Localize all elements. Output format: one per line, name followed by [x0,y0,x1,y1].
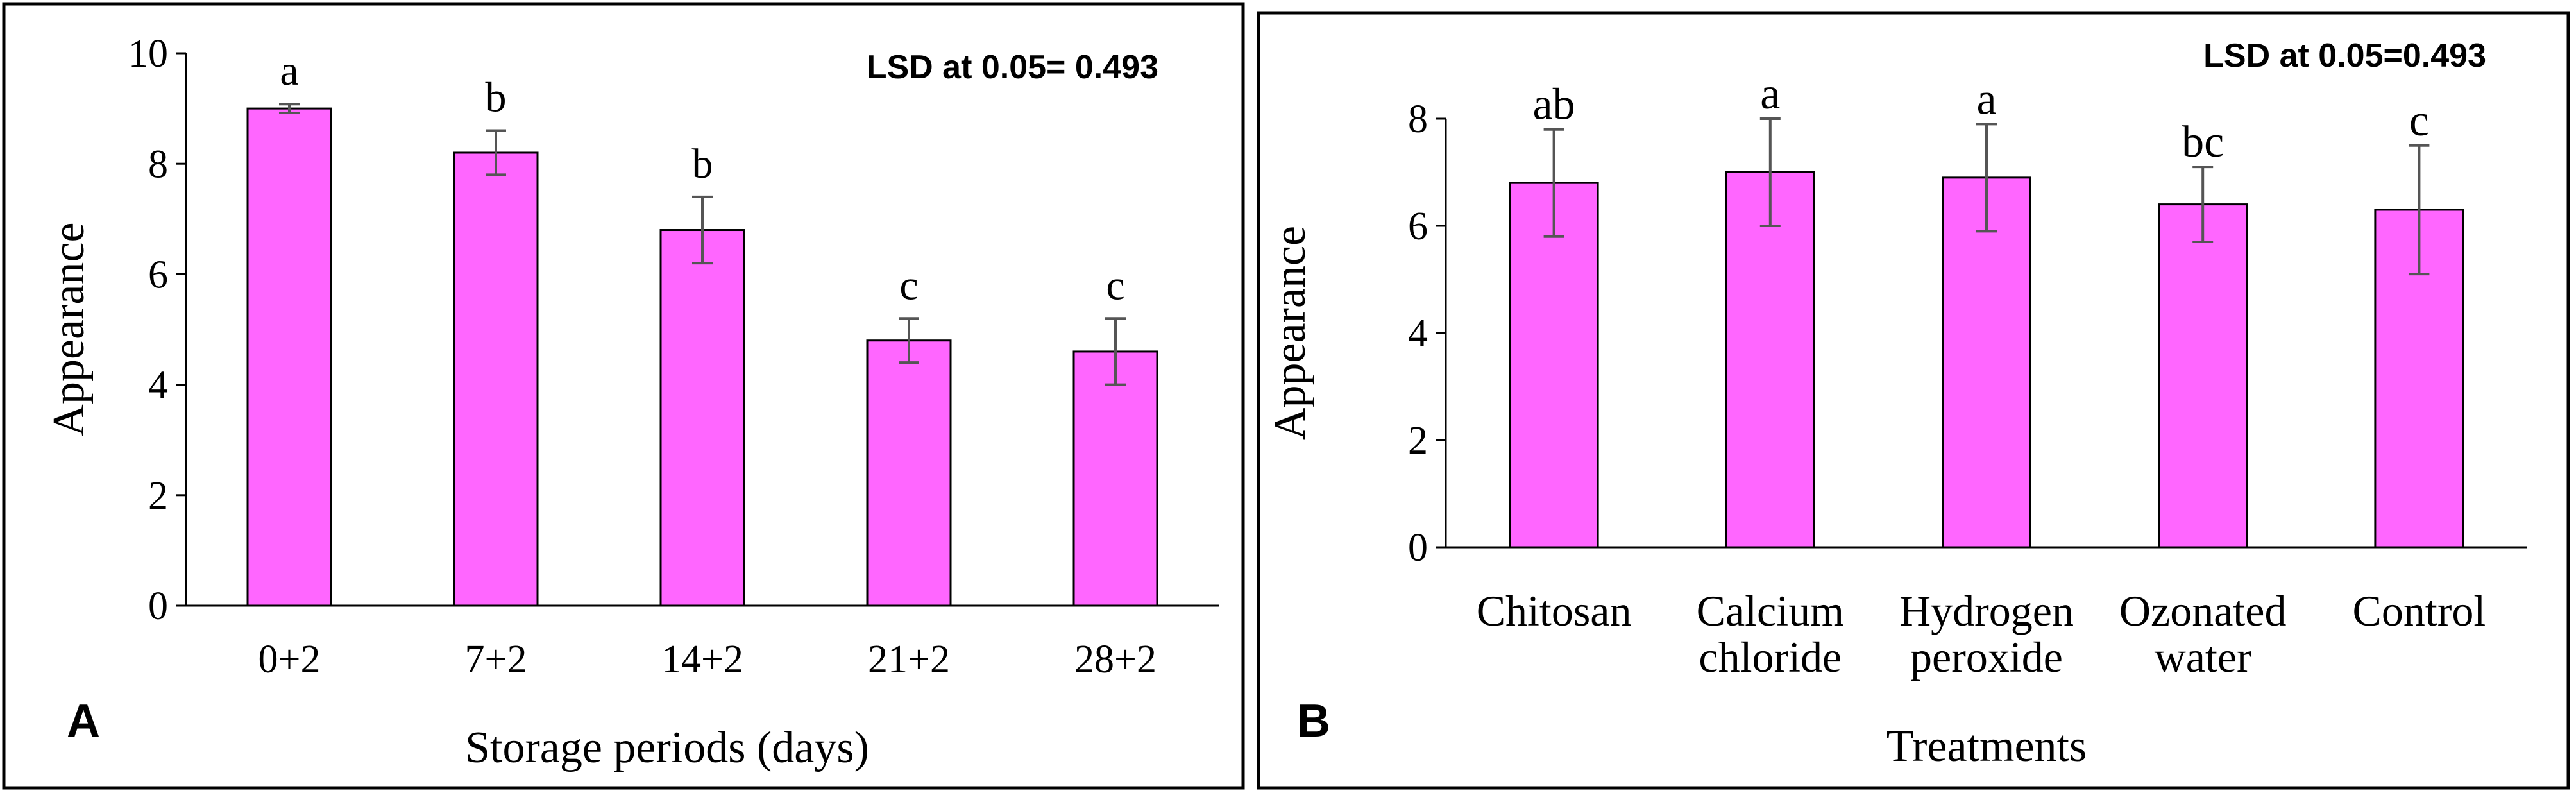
panel-a-x-tick-label: 0+2 [258,638,321,681]
panel-b-y-tick-label: 0 [1408,526,1428,570]
panel-a-x-tick-label: 14+2 [661,638,743,681]
panel-b-significance-letter: a [1976,74,1996,124]
panel-a-bar [659,229,745,607]
panel-b-y-axis-label: Appearance [1266,226,1315,440]
panel-b-x-axis-label: Treatments [1886,722,2087,771]
panel-b-x-tick-label: Calcium chloride [1697,586,1844,681]
panel-a-y-tick-label: 10 [128,32,168,76]
panel-b-significance-letter: c [2409,96,2429,146]
panel-a-y-tick-label: 8 [148,142,168,186]
panel-b-error-bar [2192,166,2214,244]
panel-a-error-bar [279,103,300,114]
panel-a-bar [1072,350,1158,607]
panel-b-error-bar [1976,123,1997,233]
panel-b-significance-letter: ab [1533,80,1575,130]
panel-a-x-axis-label: Storage periods (days) [465,723,869,772]
panel-b-x-tick-label: Control [2353,586,2486,635]
panel-a-x-tick-label: 21+2 [868,638,950,681]
panel-b-x-tick-label: Chitosan [1477,586,1632,635]
panel-a-bar [246,107,332,607]
panel-b-bar [1509,182,1599,549]
panel-b-lsd-annotation: LSD at 0.05=0.493 [2203,37,2486,74]
panel-a-significance-letter: b [486,74,507,121]
panel-a-y-axis-label: Appearance [44,222,94,436]
panel-a-error-bar [899,317,919,364]
panel-a-y-tick-label: 0 [148,584,168,628]
panel-b-label: B [1297,695,1330,747]
panel-a-x-tick-label: 28+2 [1074,638,1157,681]
panel-a-error-bar [486,129,506,176]
panel-a-significance-letter: c [1106,262,1124,309]
panel-b-bar [2158,203,2248,549]
panel-b: ab a a bc c 0 2 4 6 8 Chitosan Calcium chloride Hyd… [1257,11,2570,790]
panel-b-error-bar [2409,144,2430,276]
panel-a-y-tick-label: 6 [148,253,168,296]
panel-b-error-bar [1543,128,1564,238]
panel-b-y-tick-label: 2 [1408,419,1428,463]
panel-b-y-tick-label: 8 [1408,98,1428,141]
panel-a-bar [866,339,952,607]
panel-a-x-tick-label: 7+2 [465,638,527,681]
panel-a-significance-letter: a [280,47,298,94]
panel-b-bar [1942,176,2031,549]
panel-a-lsd-annotation: LSD at 0.05= 0.493 [867,49,1158,86]
panel-a-frame [2,2,1245,790]
panel-b-x-tick-label: Hydrogen peroxide [1899,586,2074,681]
panel-b-significance-letter: a [1760,69,1780,119]
panel-b-significance-letter: bc [2182,117,2224,167]
panel-b-y-tick-label: 6 [1408,205,1428,248]
panel-a-error-bar [1105,317,1126,386]
panel-b-x-tick-label: Ozonated water [2119,586,2287,681]
panel-a-y-tick-label: 2 [148,474,168,518]
panel-a-significance-letter: b [692,141,713,187]
panel-a-y-tick-label: 4 [148,364,168,407]
panel-b-frame [1257,11,2570,790]
panel-b-y-tick-label: 4 [1408,312,1428,355]
panel-b-bar [1725,171,1815,549]
panel-a-label: A [67,695,100,747]
panel-b-error-bar [1759,117,1781,227]
panel-a-significance-letter: c [899,262,918,309]
panel-a: a b b c c 0 2 4 6 8 10 0+2 7+2 14+2 21+2 28+2 Appeara… [2,2,1245,790]
panel-a-bar [453,151,539,607]
panel-a-error-bar [692,195,713,265]
